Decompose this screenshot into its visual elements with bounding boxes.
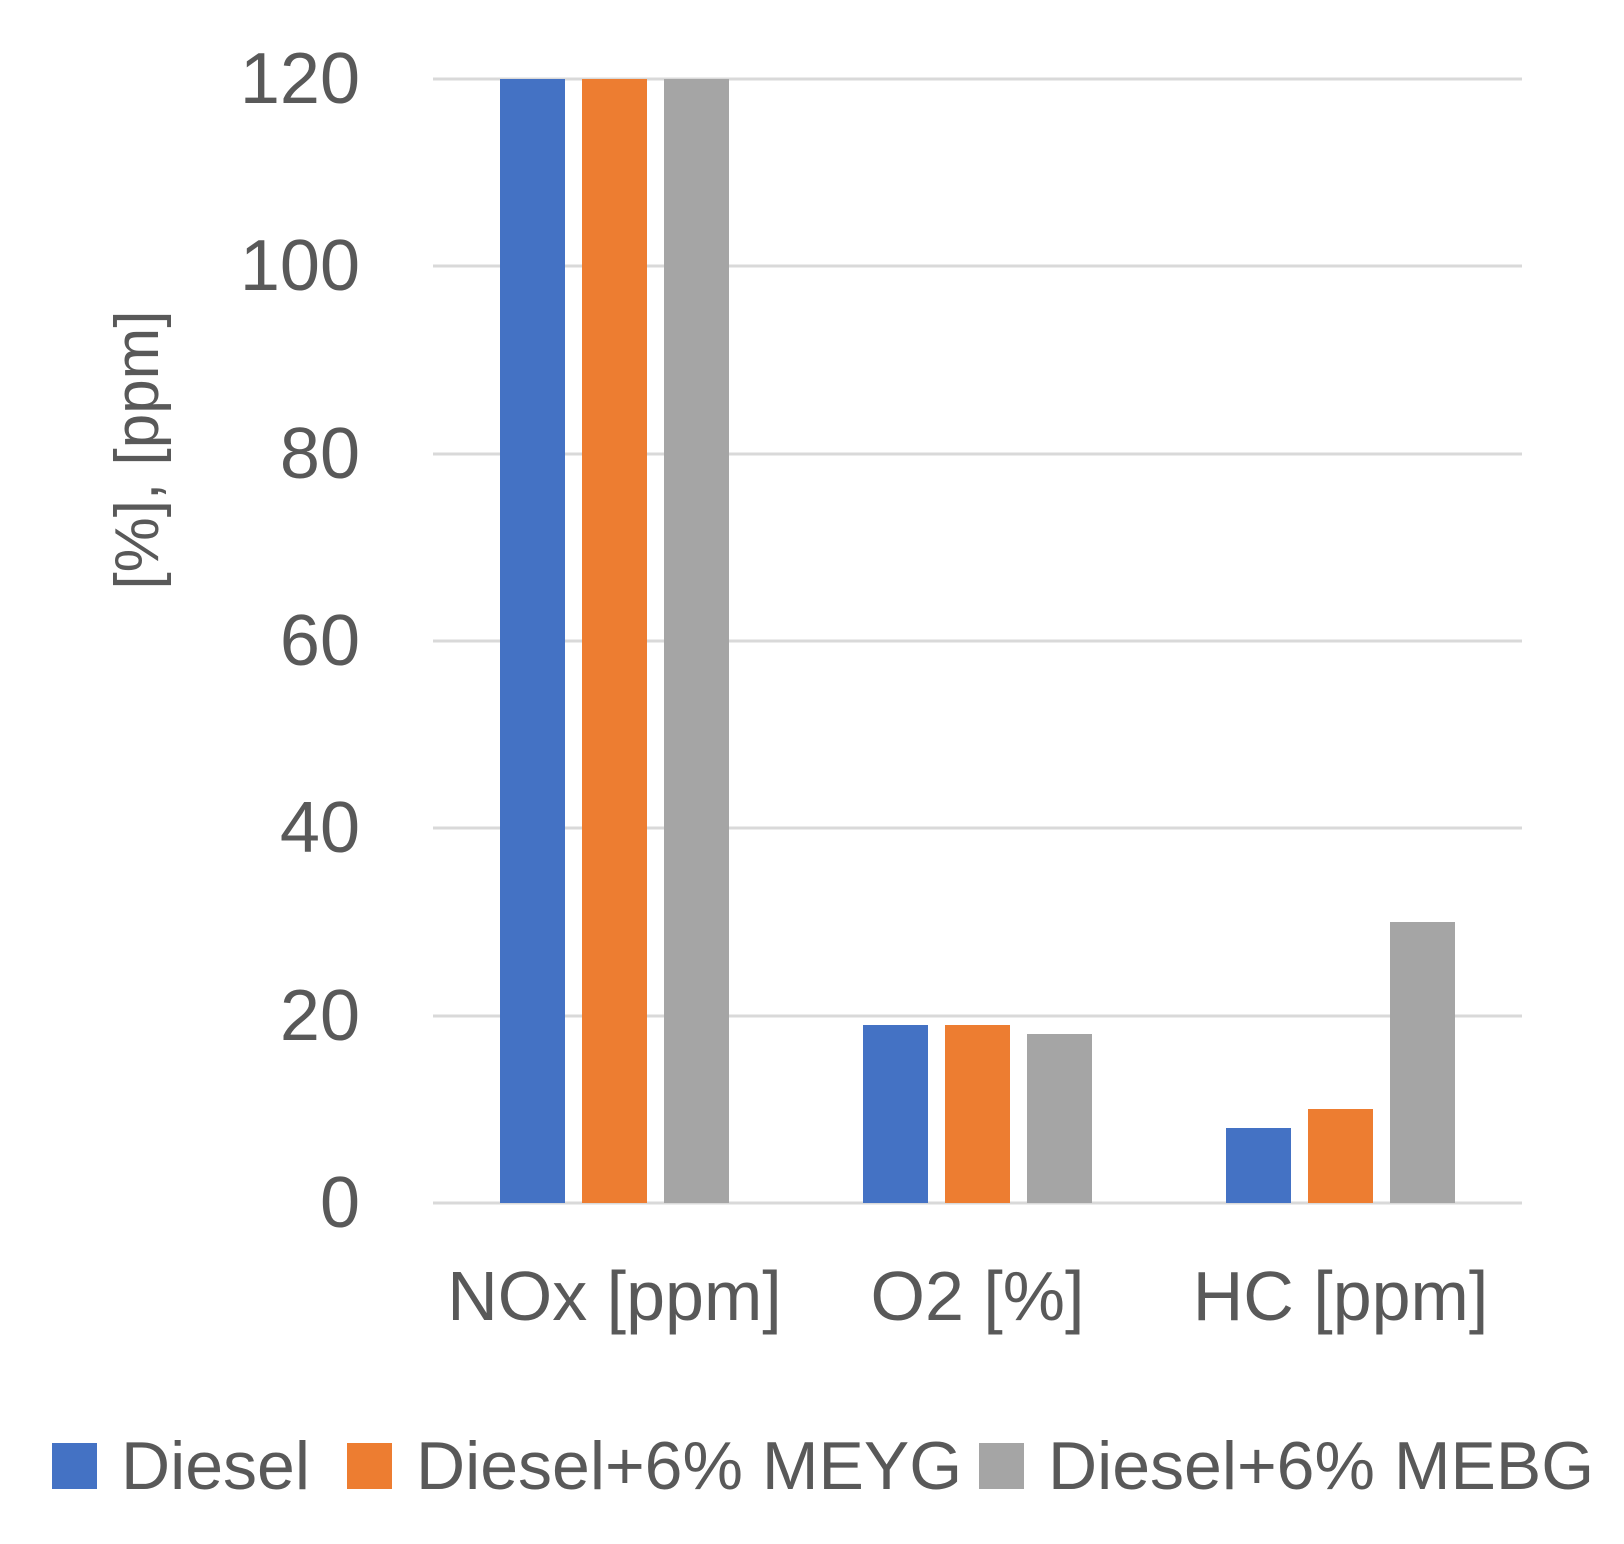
legend-item-diesel-6-mebg: Diesel+6% MEBG	[979, 1432, 1594, 1500]
legend-label: Diesel+6% MEBG	[1048, 1428, 1595, 1504]
bar-diesel-o2	[863, 1025, 928, 1203]
y-axis-tick-labels: 0 20 40 60 80 100 120	[0, 43, 360, 1239]
legend-swatch-icon	[979, 1443, 1024, 1489]
legend-label: Diesel+6% MEYG	[416, 1428, 963, 1504]
gridline-60	[433, 639, 1522, 643]
legend-swatch-icon	[52, 1443, 97, 1489]
legend-item-diesel: Diesel	[52, 1432, 310, 1500]
bar-diesel-6-mebg-nox-ppm	[664, 79, 729, 1203]
y-tick-label-0: 0	[319, 1163, 360, 1243]
gridline-0	[433, 1201, 1522, 1205]
bar-diesel-6-mebg-o2	[1027, 1034, 1092, 1203]
y-tick-label-60: 60	[279, 601, 360, 681]
y-tick-label-120: 120	[239, 39, 360, 119]
legend-label: Diesel	[121, 1428, 310, 1504]
bar-diesel-hc-ppm	[1226, 1128, 1291, 1203]
bar-group-o2	[796, 79, 1159, 1203]
bar-diesel-6-meyg-o2	[945, 1025, 1010, 1203]
bar-diesel-6-meyg-nox-ppm	[582, 79, 647, 1203]
x-axis-category-labels: NOx [ppm] O2 [%] HC [ppm]	[433, 1256, 1522, 1337]
gridline-80	[433, 452, 1522, 456]
gridline-120	[433, 77, 1522, 81]
x-category-label-nox-ppm: NOx [ppm]	[447, 1257, 782, 1335]
y-tick-label-40: 40	[279, 788, 360, 869]
bar-diesel-6-meyg-hc-ppm	[1308, 1109, 1373, 1203]
gridline-40	[433, 826, 1522, 830]
y-tick-label-20: 20	[279, 975, 360, 1056]
y-tick-label-100: 100	[239, 226, 360, 307]
gridline-20	[433, 1014, 1522, 1018]
plot-area	[433, 77, 1522, 1205]
y-tick-label-80: 80	[279, 413, 360, 494]
legend-swatch-icon	[347, 1443, 392, 1489]
gridline-100	[433, 264, 1522, 268]
bar-diesel-6-mebg-hc-ppm	[1390, 922, 1455, 1203]
x-category-label-hc-ppm: HC [ppm]	[1192, 1257, 1489, 1335]
legend-item-diesel-6-meyg: Diesel+6% MEYG	[347, 1432, 962, 1500]
bar-diesel-nox-ppm	[500, 79, 565, 1203]
x-category-label-o2: O2 [%]	[870, 1257, 1085, 1335]
bar-group-hc-ppm	[1159, 79, 1522, 1203]
bar-group-nox-ppm	[433, 79, 796, 1203]
